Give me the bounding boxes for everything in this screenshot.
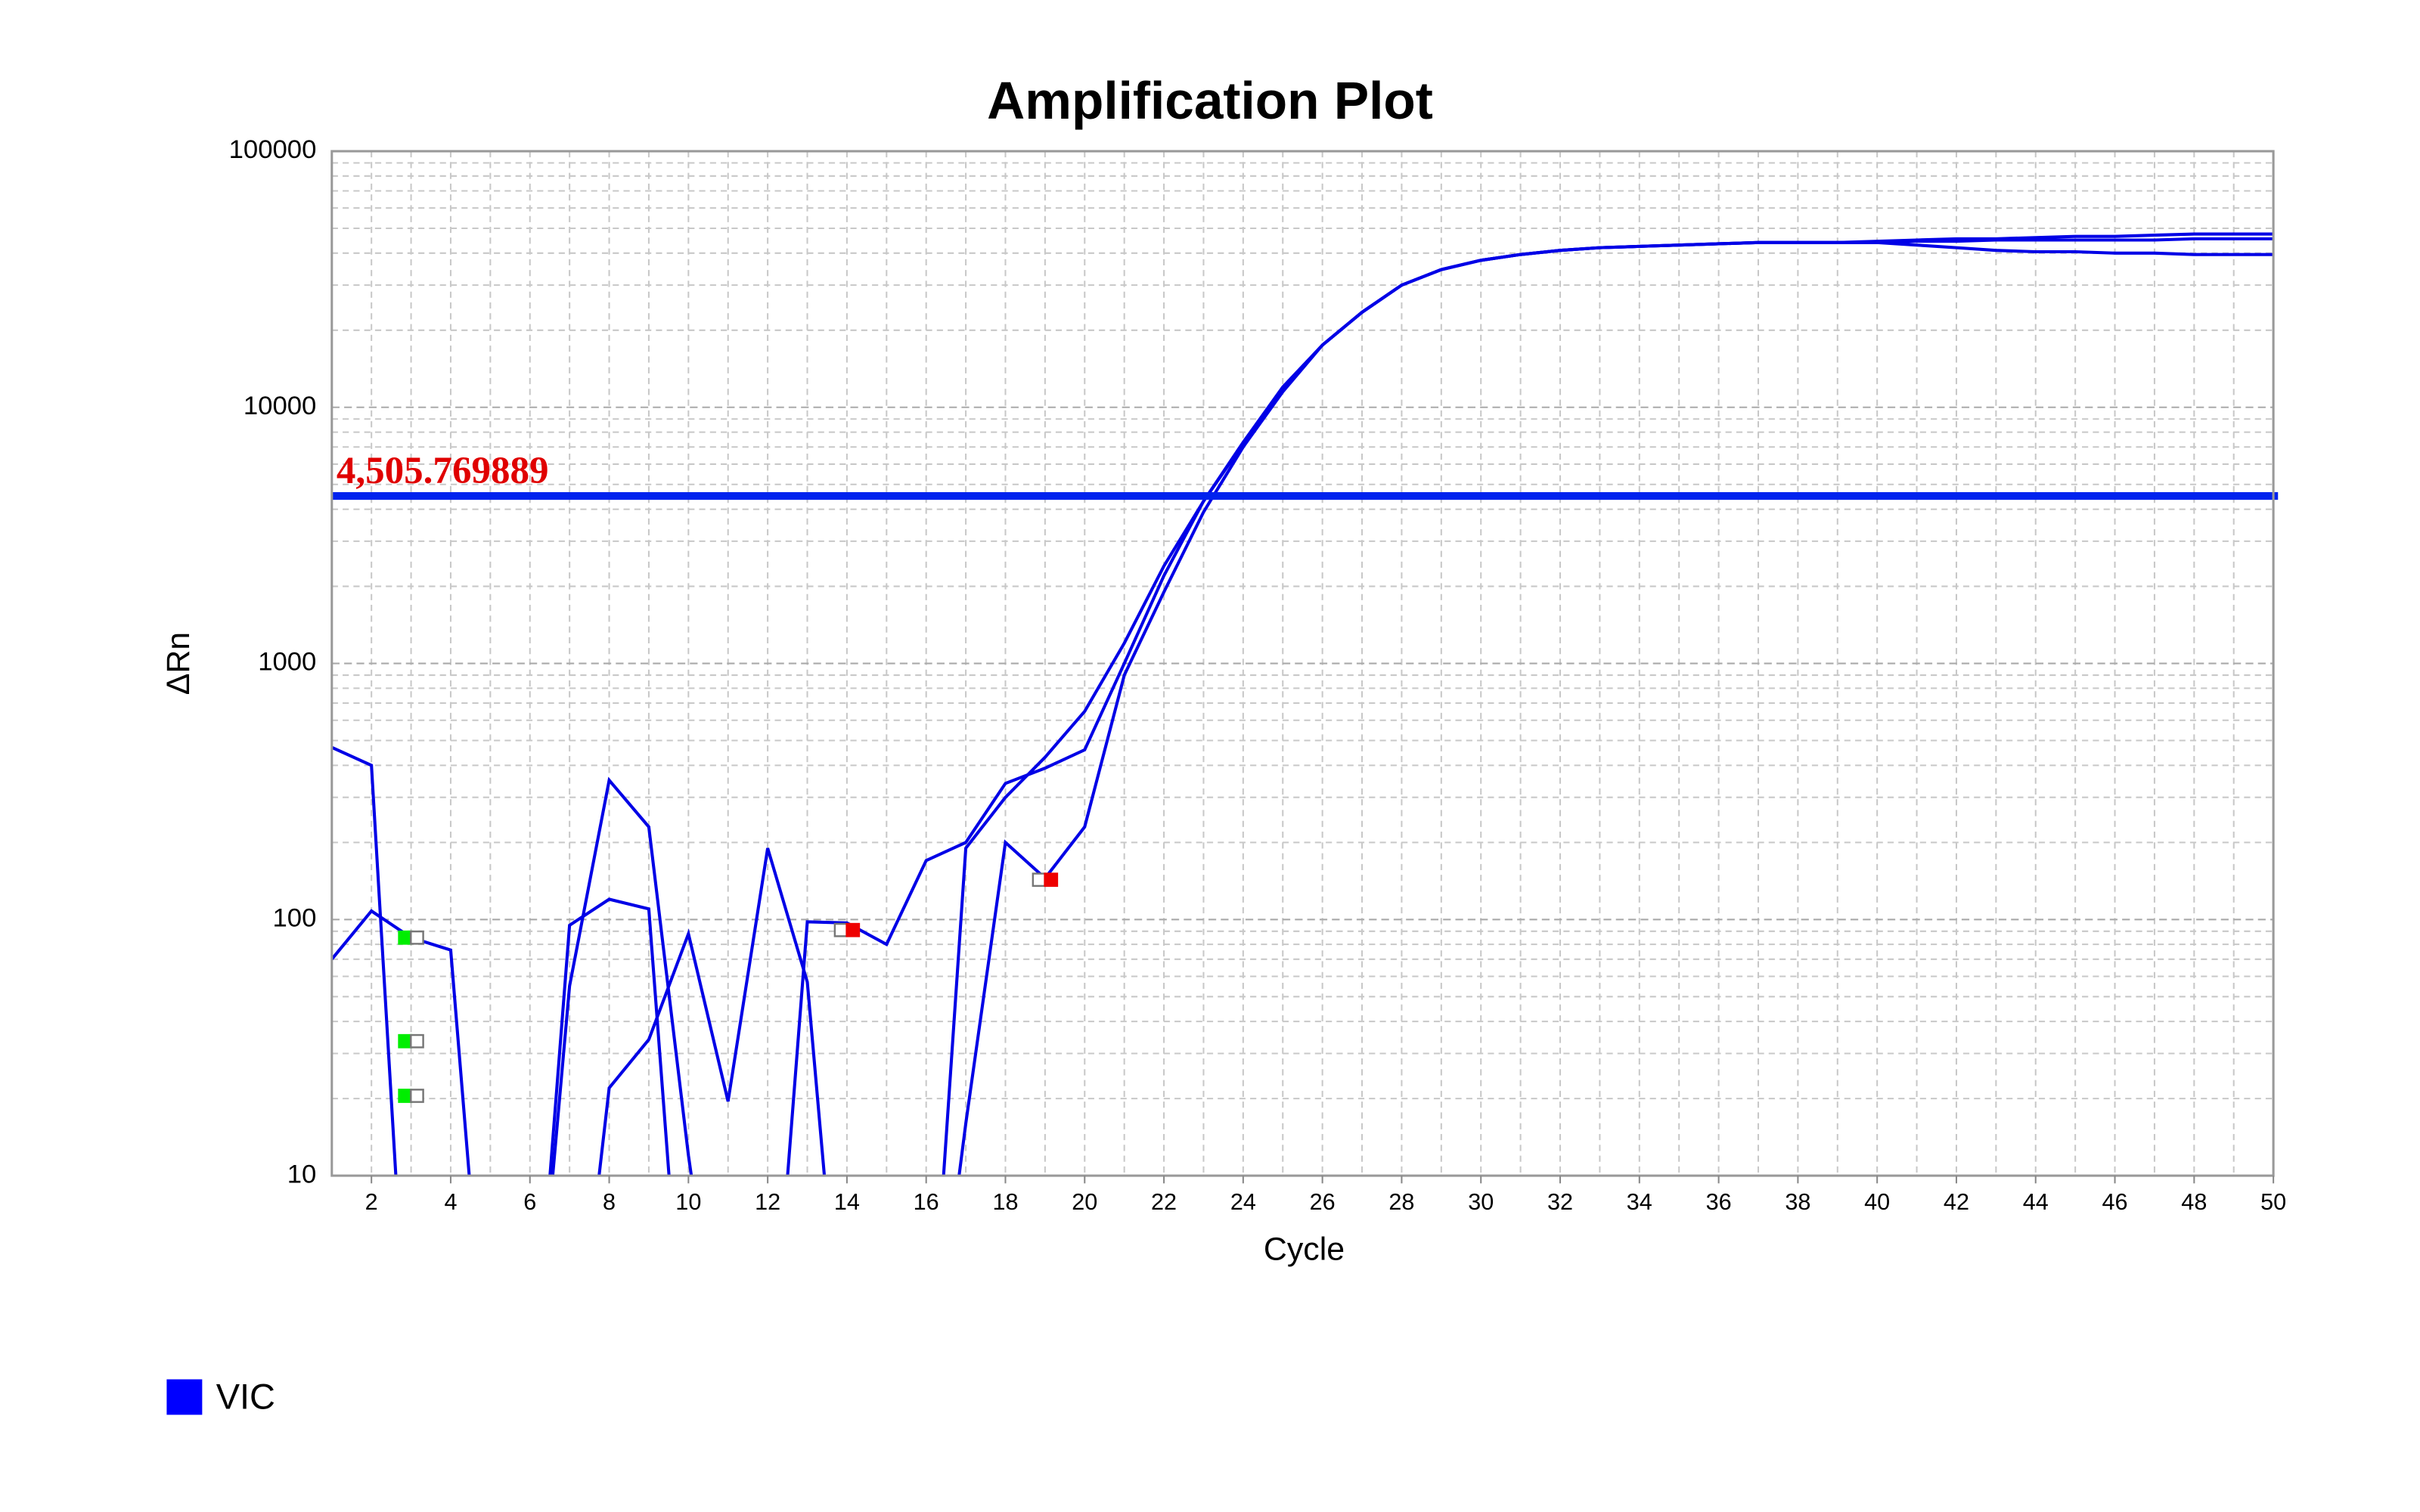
series-line	[597, 237, 2274, 1176]
x-tick-label: 50	[2260, 1189, 2286, 1215]
x-tick-label: 44	[2023, 1189, 2049, 1215]
x-tick-label: 32	[1547, 1189, 1573, 1215]
baseline-marker	[398, 930, 413, 945]
legend-label: VIC	[216, 1377, 275, 1416]
x-tick-label: 36	[1706, 1189, 1732, 1215]
plot-lines	[331, 232, 2274, 1176]
x-tick-label: 18	[992, 1189, 1018, 1215]
x-tick-label: 16	[914, 1189, 939, 1215]
threshold-label: 4,505.769889	[337, 450, 549, 492]
baseline-marker	[398, 1089, 413, 1103]
baseline-marker	[410, 930, 424, 945]
x-tick-label: 26	[1310, 1189, 1336, 1215]
x-tick-label: 38	[1785, 1189, 1810, 1215]
x-tick-label: 48	[2181, 1189, 2207, 1215]
legend-swatch	[166, 1379, 203, 1415]
plot-frame	[330, 150, 2275, 1177]
baseline-marker	[1044, 872, 1059, 888]
baseline-marker	[410, 1033, 424, 1049]
x-axis-label: Cycle	[1264, 1231, 1345, 1267]
baseline-marker	[410, 1089, 424, 1103]
x-tick-label: 8	[603, 1189, 616, 1215]
y-tick-label: 10	[287, 1160, 317, 1188]
baseline-marker	[833, 922, 849, 937]
baseline-marker	[845, 922, 861, 937]
x-tick-label: 14	[834, 1189, 860, 1215]
x-tick-label: 34	[1627, 1189, 1652, 1215]
x-tick-label: 12	[755, 1189, 780, 1215]
x-tick-label: 10	[675, 1189, 701, 1215]
x-tick-label: 40	[1864, 1189, 1890, 1215]
baseline-marker	[1032, 872, 1047, 888]
x-tick-label: 28	[1388, 1189, 1414, 1215]
x-tick-label: 2	[365, 1189, 378, 1215]
x-tick-label: 42	[1944, 1189, 1969, 1215]
x-tick-label: 22	[1151, 1189, 1177, 1215]
overlay: 4,505.769889	[331, 450, 2279, 1103]
y-tick-label: 10000	[244, 392, 316, 420]
y-tick-label: 100000	[229, 135, 317, 164]
x-tick-label: 46	[2102, 1189, 2128, 1215]
baseline-marker	[398, 1033, 413, 1049]
chart-title: Amplification Plot	[987, 71, 1433, 130]
x-tick-label: 20	[1072, 1189, 1097, 1215]
x-tick-label: 24	[1230, 1189, 1256, 1215]
x-tick-label: 30	[1468, 1189, 1494, 1215]
y-tick-label: 100	[272, 903, 316, 932]
y-tick-label: 1000	[258, 648, 316, 677]
x-tick-label: 6	[523, 1189, 536, 1215]
y-axis-label: ΔRn	[160, 632, 197, 695]
grid	[330, 150, 2275, 1177]
x-tick-label: 4	[444, 1189, 457, 1215]
